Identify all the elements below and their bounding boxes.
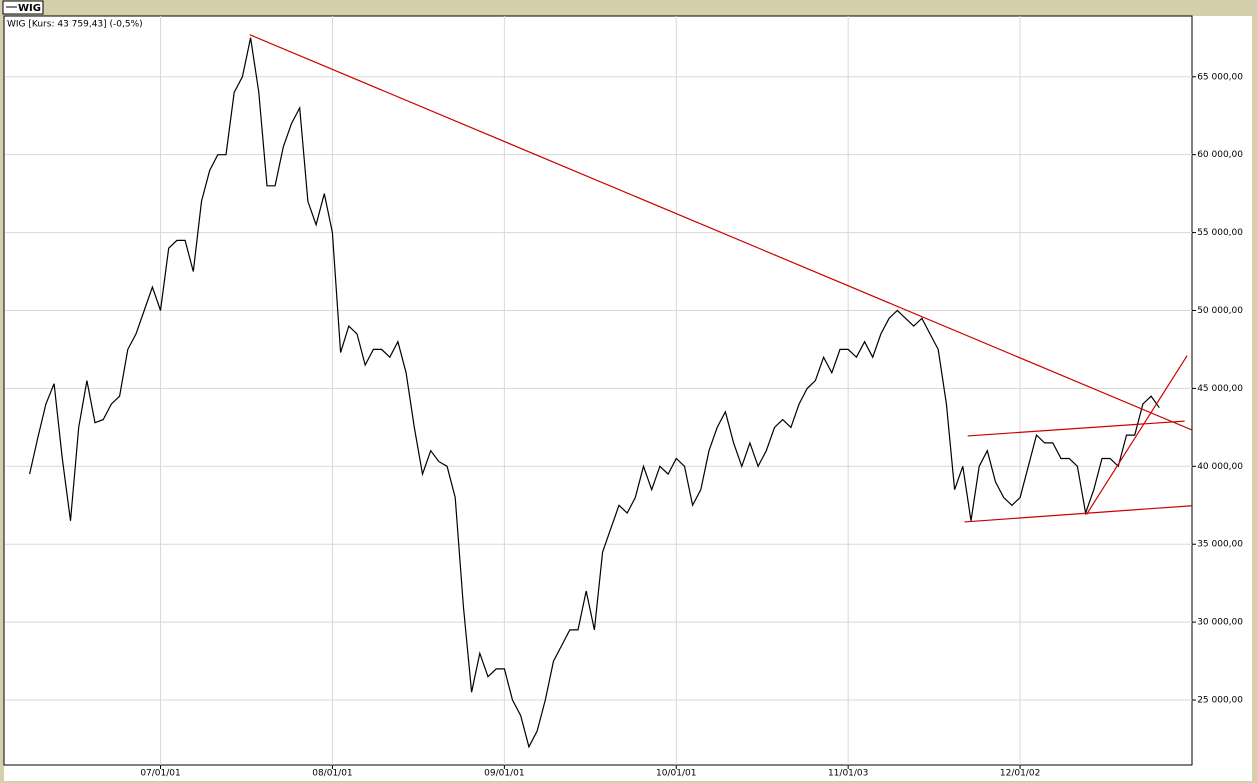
y-tick-label: 60 000,00 [1197, 150, 1243, 160]
y-tick-label: 45 000,00 [1197, 384, 1243, 394]
y-tick-label: 35 000,00 [1197, 540, 1243, 550]
y-tick-label: 65 000,00 [1197, 72, 1243, 82]
legend-label: WIG [18, 3, 41, 14]
y-tick-label: 55 000,00 [1197, 228, 1243, 238]
chart-background [4, 16, 1252, 781]
trend-line [967, 420, 1185, 437]
x-tick-label: 10/01/01 [656, 769, 696, 779]
chart-subtitle: WIG [Kurs: 43 759,43] (-0,5%) [7, 20, 143, 30]
y-tick-label: 30 000,00 [1197, 618, 1243, 628]
x-tick-label: 12/01/02 [1000, 769, 1040, 779]
trend-line [1085, 355, 1188, 515]
x-tick-label: 07/01/01 [140, 769, 180, 779]
x-tick-label: 08/01/01 [312, 769, 352, 779]
y-tick-label: 40 000,00 [1197, 462, 1243, 472]
x-tick-label: 09/01/01 [484, 769, 524, 779]
trend-line [249, 34, 1192, 431]
price-line [29, 37, 1160, 749]
plot-border [3, 15, 1193, 766]
x-tick-label: 11/01/03 [828, 769, 868, 779]
trend-line [964, 505, 1192, 523]
y-tick-label: 25 000,00 [1197, 696, 1243, 706]
y-tick-label: 50 000,00 [1197, 306, 1243, 316]
legend-box [2, 0, 44, 15]
